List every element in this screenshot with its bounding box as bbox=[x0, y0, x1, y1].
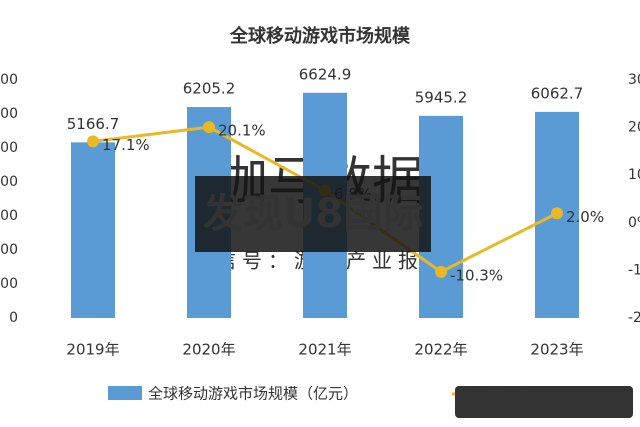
chart-title: 全球移动游戏市场规模 bbox=[229, 25, 411, 47]
legend-label: 全球移动游戏市场规模（亿元） bbox=[148, 385, 358, 403]
bar bbox=[71, 142, 115, 318]
line-value-label: 17.1% bbox=[102, 136, 150, 154]
growth-marker bbox=[203, 121, 215, 134]
x-tick-label: 2020年 bbox=[182, 341, 235, 359]
y-tick-label: 1000 bbox=[0, 276, 18, 292]
growth-marker bbox=[551, 207, 563, 220]
y-tick-label: 3000 bbox=[0, 208, 18, 224]
y2-tick-label: 10% bbox=[628, 167, 640, 183]
y-tick-label: 2000 bbox=[0, 242, 18, 258]
y2-tick-label: 30% bbox=[628, 72, 640, 88]
y-tick-label: 5000 bbox=[0, 140, 18, 156]
line-value-label: 2.0% bbox=[566, 208, 604, 226]
y2-tick-label: -20% bbox=[628, 310, 640, 326]
badge-box bbox=[455, 386, 633, 418]
x-tick-label: 2023年 bbox=[530, 341, 583, 359]
x-tick-label: 2022年 bbox=[414, 341, 467, 359]
bar-value-label: 5166.7 bbox=[67, 115, 120, 133]
overlay-box bbox=[195, 176, 431, 252]
y-tick-label: 7000 bbox=[0, 72, 18, 88]
bar-value-label: 6624.9 bbox=[299, 65, 352, 83]
bar-value-label: 6062.7 bbox=[531, 84, 584, 102]
y-tick-label: 4000 bbox=[0, 174, 18, 190]
y2-tick-label: 0% bbox=[628, 215, 640, 231]
x-tick-label: 2021年 bbox=[298, 341, 351, 359]
bar-value-label: 6205.2 bbox=[183, 80, 236, 98]
y2-tick-label: -10% bbox=[628, 262, 640, 278]
bar-value-label: 5945.2 bbox=[415, 88, 468, 106]
y-tick-label: 6000 bbox=[0, 106, 18, 122]
growth-marker bbox=[87, 135, 99, 148]
legend-swatch bbox=[108, 386, 142, 400]
badge-text: www.cxbnc56.com bbox=[455, 393, 632, 413]
x-tick-label: 2019年 bbox=[66, 341, 119, 359]
line-value-label: -10.3% bbox=[450, 266, 503, 284]
y2-tick-label: 20% bbox=[628, 120, 640, 136]
y-tick-label: 0 bbox=[9, 310, 18, 326]
line-value-label: 20.1% bbox=[218, 122, 266, 140]
growth-marker bbox=[435, 265, 447, 278]
overlay-text: 发现U8国际 bbox=[203, 191, 423, 237]
